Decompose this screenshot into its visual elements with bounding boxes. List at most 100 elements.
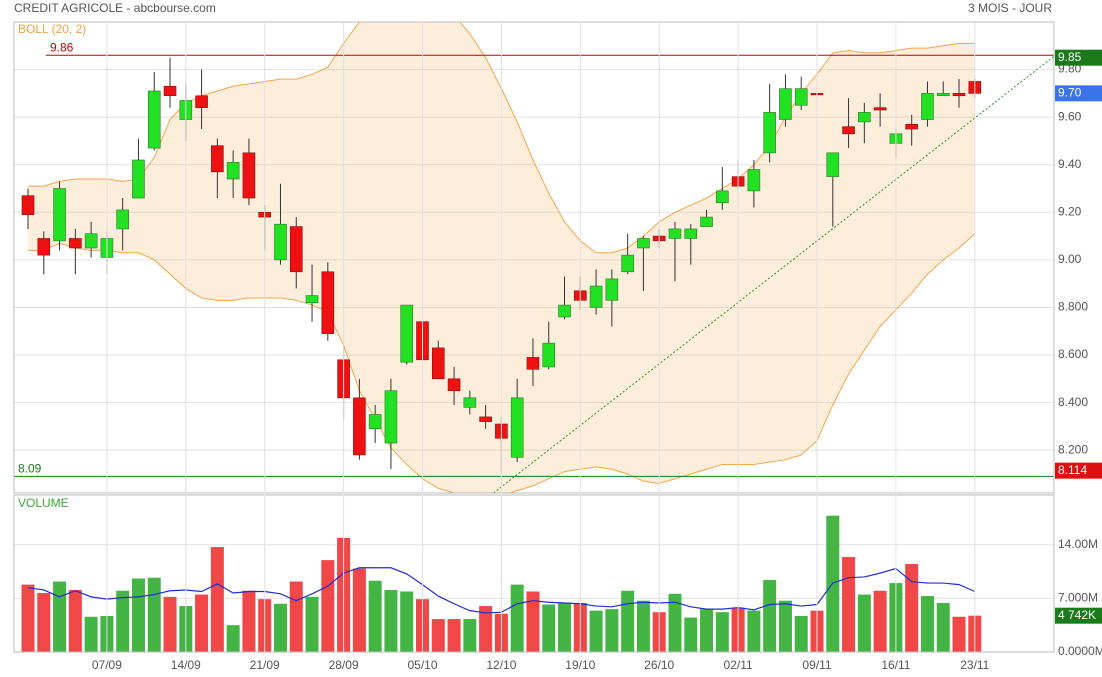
candle-body [763,112,776,154]
x-tick-label: 14/09 [171,658,201,672]
x-tick-label: 16/11 [881,658,910,672]
candle-body [163,85,177,97]
candle-body [211,145,224,173]
candle-body [589,285,603,308]
volume-bar [21,584,35,652]
volume-bar [542,604,556,652]
level-label: 9.86 [50,40,74,54]
candle-body [289,226,303,273]
candle-body [921,93,934,120]
candle-body [21,195,35,215]
price-frame [13,21,1055,494]
x-tick-label: 26/10 [644,658,674,672]
title: CREDIT AGRICOLE - abcbourse.com [14,1,216,15]
candle-body [842,126,855,135]
volume-bar [289,581,303,652]
candle-body [873,107,887,111]
period: 3 MOIS - JOUR [968,1,1052,15]
volume-bar [763,580,777,652]
volume-bar [195,594,209,652]
candle-body [384,390,398,444]
candle-body [400,304,414,363]
candle-body [305,295,319,303]
candle-body [116,209,129,230]
candle-body [463,397,477,408]
volume-bar [305,596,319,652]
volume-marker [1055,607,1102,624]
price-marker-label: 8.114 [1058,463,1087,477]
volume-bar [905,563,919,652]
boll-label: BOLL (20, 2) [18,22,86,36]
volume-bar [842,557,856,652]
volume-panel [14,515,1054,652]
volume-bar [873,590,887,652]
x-tick-label: 28/09 [329,658,359,672]
x-tick-label: 09/11 [802,658,831,672]
volume-bar [84,616,98,652]
candle-body [684,228,698,239]
candle-body [274,223,287,261]
candle-body [526,357,540,370]
volume-bar [684,617,698,652]
volume-bar [37,593,51,652]
candle-body [368,414,382,430]
candle-body [226,162,240,180]
volume-bar [589,610,603,652]
volume-bar [163,596,177,652]
y-tick-label: 9.00 [1058,252,1082,266]
volume-bar [131,578,145,652]
price-panel [14,22,1054,493]
volume-bar [116,590,130,652]
volume-bar [636,600,650,652]
volume-bar [447,619,461,652]
volume-bar [558,602,572,652]
candle-body [716,190,729,204]
candle-body [605,278,619,301]
volume-bar [463,619,477,652]
level-label: 8.09 [18,462,42,476]
volume-bar [384,589,398,652]
y-tick-label: 14.00M [1058,537,1098,551]
volume-bar [352,568,366,652]
candle-body [321,271,335,334]
price-marker [1055,462,1102,479]
price-marker-label: 9.70 [1058,86,1082,100]
candle-body [779,88,792,120]
candle-body [794,88,808,106]
x-tick-label: 07/09 [92,658,122,672]
volume-bar [226,625,240,652]
candle-body [637,238,650,249]
volume-bar [952,616,966,652]
volume-bar [715,612,729,652]
price-marker [1055,49,1102,66]
volume-bar [368,580,382,652]
volume-bar [778,600,792,652]
overlay: 9.809.609.409.209.008.8008.6008.4008.200… [14,40,1102,658]
volume-bar [479,606,493,652]
candle-body [542,342,556,368]
candle-body [905,123,918,130]
candle-body [447,378,461,392]
y-tick-label: 8.800 [1058,300,1088,314]
candle-body [858,112,871,123]
candle-body [826,152,840,177]
candle-body [195,95,208,108]
candle-body [479,416,492,422]
y-tick-label: 9.40 [1058,157,1082,171]
price-marker [1055,85,1102,102]
candle-body [747,169,761,192]
volume-bar [510,584,524,652]
volume-bar [526,591,540,652]
volume-bar [621,590,635,652]
y-tick-label: 7.000M [1058,591,1098,605]
y-tick-label: 0.0000M [1058,644,1102,658]
volume-bar [400,591,414,652]
x-tick-label: 02/11 [724,658,753,672]
volume-bar [668,593,682,652]
y-tick-label: 9.60 [1058,109,1082,123]
volume-label: VOLUME [18,496,69,510]
volume-bar [273,603,287,652]
x-tick-label: 19/10 [565,658,595,672]
x-tick-label: 05/10 [407,658,437,672]
volume-bar [431,619,445,652]
